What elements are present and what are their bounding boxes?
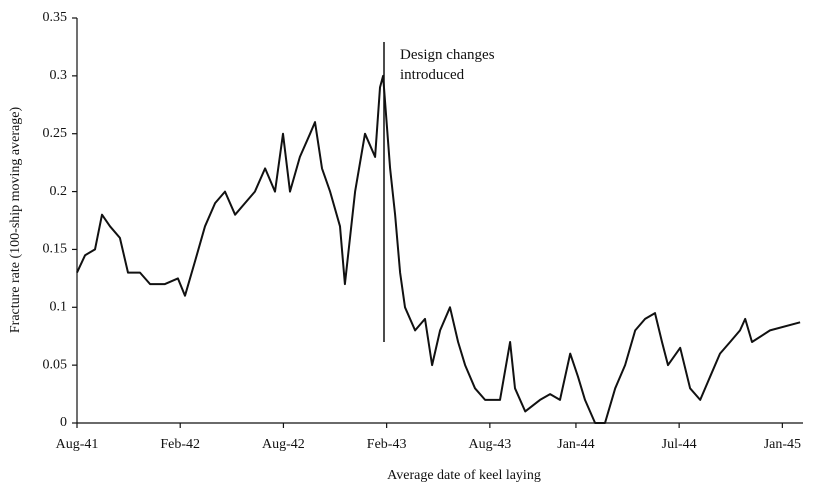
x-tick-label: Jul-44	[662, 437, 697, 452]
y-axis-label: Fracture rate (100-ship moving average)	[8, 107, 23, 334]
x-tick-label: Feb-42	[160, 437, 200, 452]
annotation: Design changes introduced	[400, 47, 495, 83]
x-tick-label: Aug-41	[56, 437, 99, 452]
y-tick-label: 0.2	[50, 184, 68, 199]
x-tick-label: Jan-45	[764, 437, 801, 452]
y-tick-label: 0.05	[43, 357, 68, 372]
x-tick-label: Feb-43	[367, 437, 407, 452]
x-axis-label: Average date of keel laying	[387, 468, 541, 483]
data-line	[76, 74, 801, 424]
y-tick-label: 0.1	[50, 300, 68, 315]
y-tick-label: 0	[60, 415, 67, 430]
x-tick-label: Aug-43	[468, 437, 511, 452]
y-tick-label: 0.3	[50, 68, 68, 83]
x-tick-label: Jan-44	[557, 437, 594, 452]
y-tick-label: 0.15	[43, 242, 68, 257]
x-tick-label: Aug-42	[262, 437, 305, 452]
y-tick-label: 0.25	[43, 126, 68, 141]
y-tick-label: 0.35	[43, 10, 68, 25]
